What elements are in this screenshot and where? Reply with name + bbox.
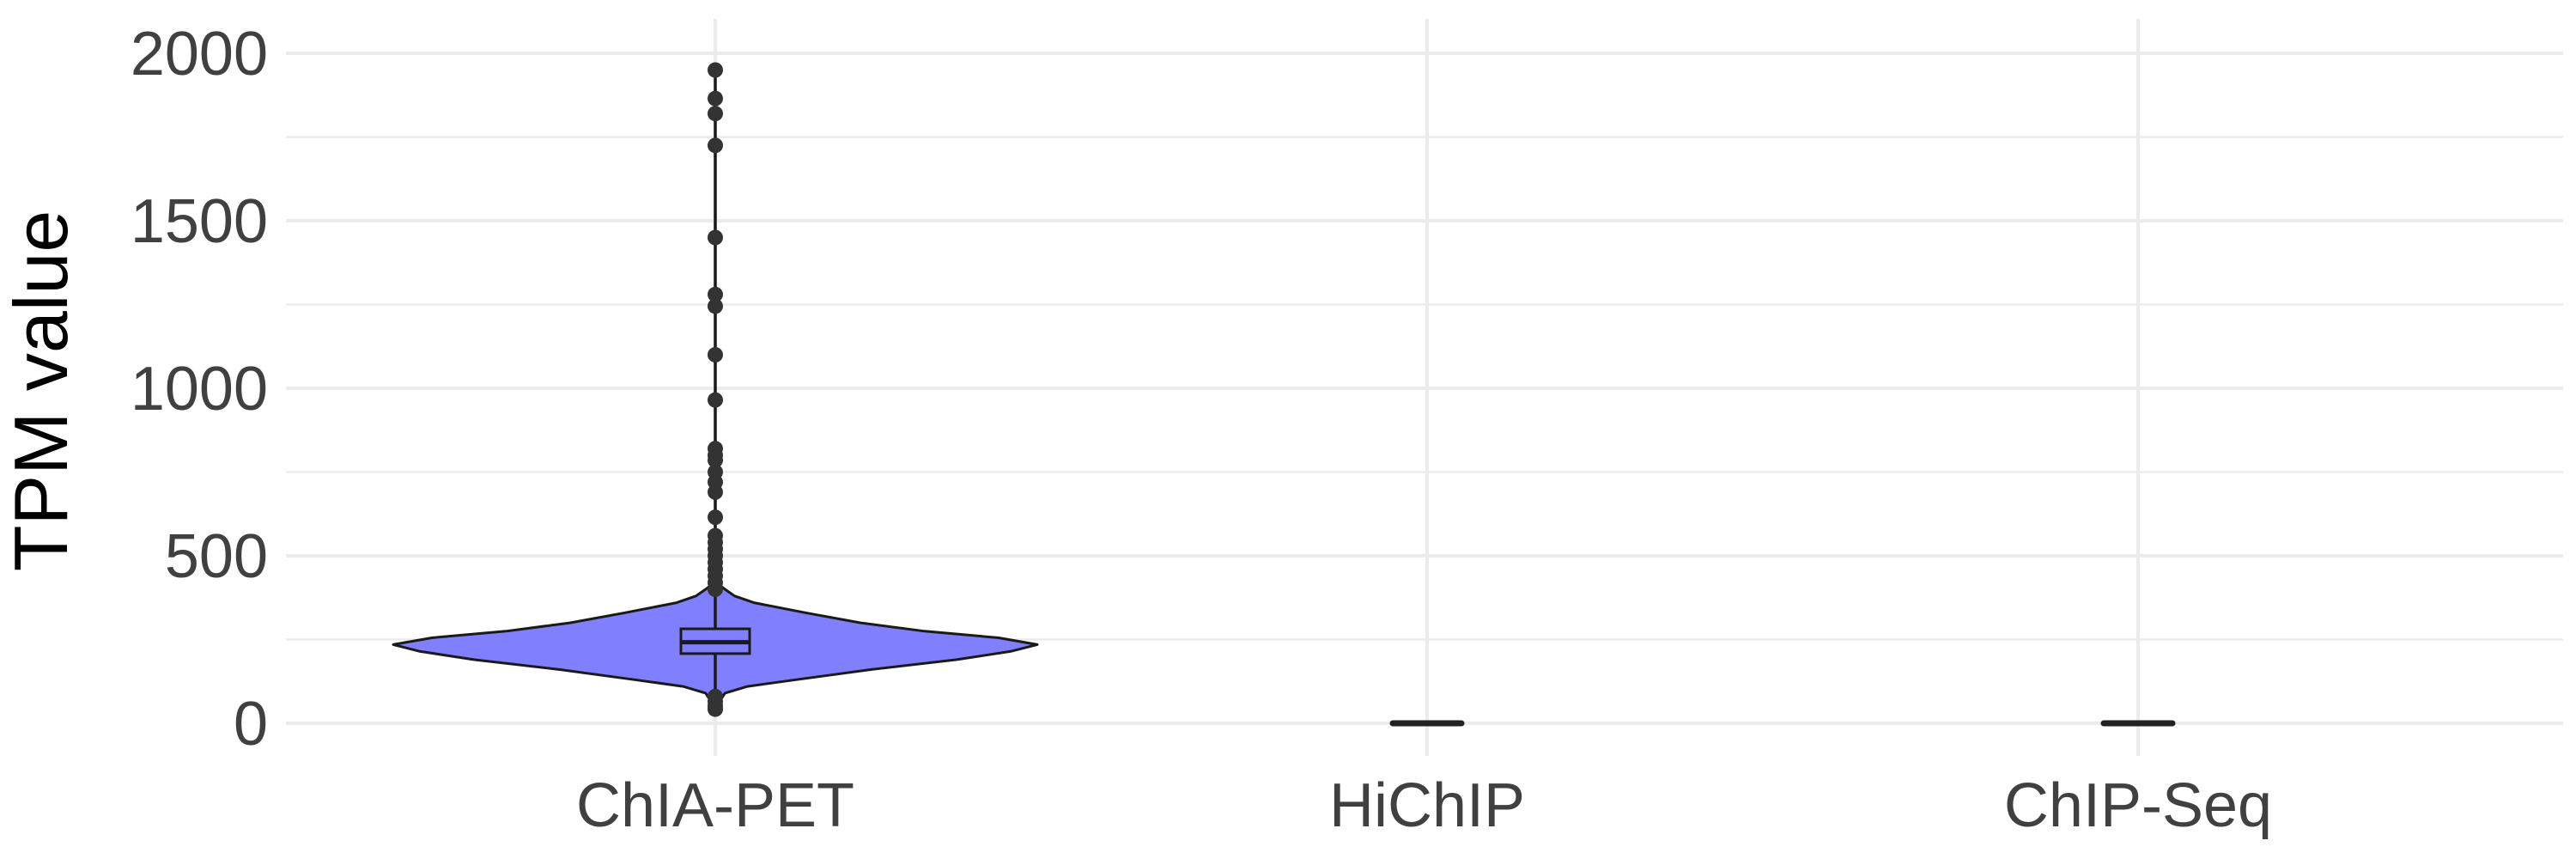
y-tick-label: 0 [234,690,268,758]
y-tick-label: 2000 [131,20,268,88]
outlier-point [708,701,723,717]
y-tick-label: 1000 [131,355,268,423]
outlier-point [708,298,723,314]
x-axis-ticks: ChIA-PET HiChIP ChIP-Seq [576,771,2272,840]
outlier-point [708,484,723,500]
outlier-point [708,582,723,597]
y-tick-label: 1500 [131,187,268,256]
outlier-point [708,106,723,122]
x-tick-label: HiChIP [1329,771,1525,840]
outlier-point [708,286,723,302]
y-axis-ticks: 0 500 1000 1500 2000 [131,20,268,758]
outlier-point [708,347,723,362]
outlier-point [708,509,723,526]
x-tick-label: ChIP-Seq [2004,771,2272,840]
outlier-point [708,392,723,408]
y-axis-title: TPM value [0,210,83,572]
outlier-point [708,452,723,468]
outlier-point [708,229,723,246]
outlier-point [708,137,723,154]
x-tick-label: ChIA-PET [576,771,854,840]
outlier-point [708,62,723,78]
plot-area [392,62,2176,727]
y-tick-label: 500 [165,522,268,591]
outlier-point [708,90,723,107]
